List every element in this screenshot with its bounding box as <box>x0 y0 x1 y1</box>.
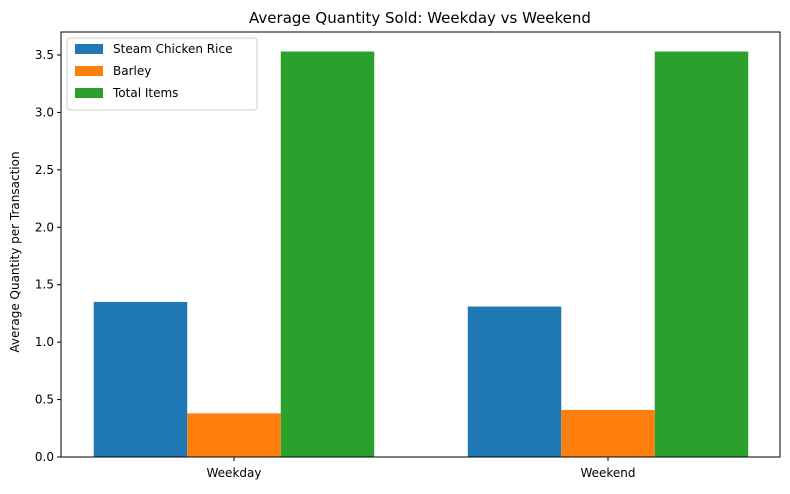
x-tick-label: Weekend <box>580 466 635 480</box>
y-tick-label: 3.0 <box>35 105 54 119</box>
bar-total-items-weekday <box>280 51 375 457</box>
y-tick-label: 2.5 <box>35 163 54 177</box>
legend-label: Barley <box>113 64 151 78</box>
chart-title: Average Quantity Sold: Weekday vs Weeken… <box>249 9 591 27</box>
bar-steam-chicken-rice-weekday <box>93 301 188 457</box>
legend-swatch-steam-chicken-rice <box>75 44 103 54</box>
x-tick-label: Weekday <box>207 466 262 480</box>
y-tick-label: 1.5 <box>35 278 54 292</box>
legend-swatch-total-items <box>75 88 103 98</box>
bar-barley-weekday <box>187 413 281 457</box>
bar-barley-weekend <box>561 409 655 457</box>
y-tick-label: 1.0 <box>35 335 54 349</box>
plot-frame <box>60 31 781 458</box>
y-tick-label: 2.0 <box>35 220 54 234</box>
y-tick-label: 0.5 <box>35 393 54 407</box>
legend-swatch-barley <box>75 66 103 76</box>
plot-area: 0.0 0.5 1.0 1.5 2.0 2.5 3.0 3.5 Weekday Weekend <box>35 31 781 480</box>
bar-steam-chicken-rice-weekend <box>467 306 562 457</box>
y-tick-label: 3.5 <box>35 48 54 62</box>
legend-label: Total Items <box>112 86 178 100</box>
legend: Steam Chicken Rice Barley Total Items <box>66 37 258 111</box>
y-axis-label: Average Quantity per Transaction <box>8 151 22 352</box>
bar-total-items-weekend <box>654 51 749 457</box>
legend-label: Steam Chicken Rice <box>113 42 232 56</box>
y-tick-label: 0.0 <box>35 450 54 464</box>
legend-box <box>66 37 258 111</box>
